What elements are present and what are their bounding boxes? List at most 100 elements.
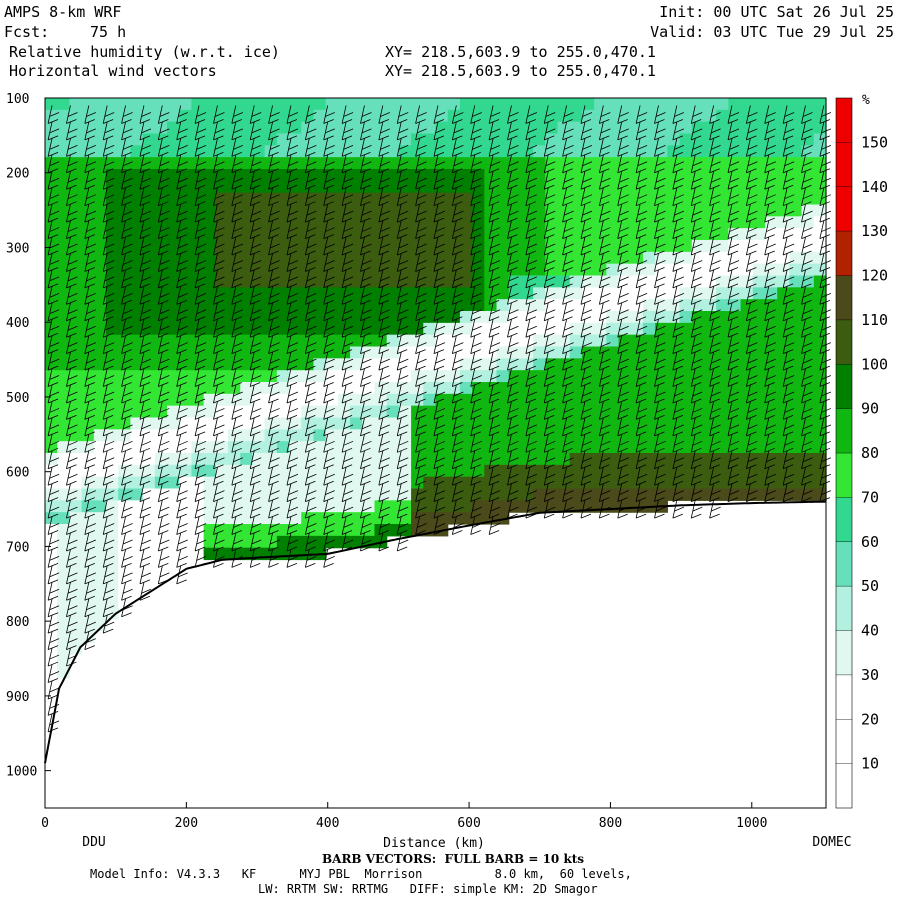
rh-cell — [191, 429, 205, 442]
rh-cell — [533, 405, 546, 419]
rh-cell — [716, 228, 729, 241]
rh-cell — [142, 417, 156, 430]
rh-cell — [167, 192, 180, 206]
rh-cell — [789, 287, 803, 300]
rh-cell — [496, 488, 510, 501]
rh-cell — [337, 393, 351, 407]
rh-cell — [447, 311, 461, 324]
rh-cell — [606, 287, 620, 300]
rh-cell — [386, 370, 400, 383]
xy-range-1: XY= 218.5,603.9 to 255.0,470.1 — [385, 43, 656, 61]
rh-cell — [569, 417, 583, 430]
rh-cell — [203, 464, 217, 478]
rh-cell — [130, 228, 144, 241]
rh-cell — [191, 145, 205, 158]
rh-cell — [447, 358, 461, 371]
rh-cell — [118, 441, 132, 454]
rh-cell — [423, 405, 437, 419]
rh-cell — [508, 488, 522, 501]
rh-cell — [386, 157, 400, 170]
rh-cell — [813, 204, 827, 217]
rh-cell — [337, 251, 351, 265]
rh-cell — [386, 169, 400, 182]
x-tick-label: 0 — [41, 816, 49, 831]
colorbar-label: 50 — [861, 577, 879, 595]
rh-cell — [167, 441, 180, 454]
rh-cell — [240, 512, 254, 525]
rh-cell — [93, 251, 107, 265]
rh-cell — [813, 370, 827, 383]
rh-cell — [679, 346, 693, 359]
rh-cell — [435, 287, 449, 300]
rh-cell — [289, 169, 302, 182]
rh-cell — [374, 334, 388, 348]
rh-cell — [57, 642, 71, 655]
rh-cell — [679, 417, 693, 430]
rh-cell — [606, 109, 620, 123]
rh-cell — [703, 287, 717, 300]
rh-cell — [252, 334, 266, 348]
rh-cell — [118, 571, 132, 584]
rh-cell — [362, 98, 376, 111]
rh-cell — [325, 228, 339, 241]
rh-cell — [606, 228, 620, 241]
rh-cell — [533, 180, 546, 194]
rh-cell — [423, 441, 437, 454]
rh-cell — [423, 216, 437, 229]
rh-cell — [45, 204, 58, 217]
rh-cell — [81, 204, 95, 217]
rh-cell — [716, 98, 729, 111]
rh-cell — [350, 393, 363, 407]
rh-cell — [752, 228, 766, 241]
rh-cell — [276, 121, 290, 135]
rh-cell — [533, 251, 546, 265]
rh-cell — [264, 180, 278, 194]
rh-cell — [362, 109, 376, 123]
model-info: Model Info: V4.3.3 KF MYJ PBL Morrison 8… — [90, 867, 632, 881]
rh-cell — [350, 275, 363, 288]
rh-cell — [215, 441, 229, 454]
x-tick-label: 1000 — [736, 816, 767, 831]
rh-cell — [57, 109, 71, 123]
rh-cell — [179, 192, 193, 206]
rh-cell — [679, 476, 693, 490]
rh-cell — [130, 322, 144, 336]
rh-cell — [69, 169, 83, 182]
rh-cell — [350, 334, 363, 348]
rh-cell — [69, 287, 83, 300]
rh-cell — [106, 500, 119, 513]
rh-cell — [45, 98, 58, 111]
rh-cell — [264, 322, 278, 336]
rh-cell — [167, 464, 180, 478]
rh-cell — [276, 216, 290, 229]
colorbar-swatch — [836, 142, 852, 188]
rh-cell — [325, 334, 339, 348]
rh-cell — [57, 240, 71, 253]
rh-cell — [69, 334, 83, 348]
rh-cell — [93, 133, 107, 146]
rh-cell — [752, 216, 766, 229]
rh-cell — [581, 275, 595, 288]
rh-cell — [362, 429, 376, 442]
rh-cell — [777, 216, 790, 229]
rh-cell — [191, 393, 205, 407]
rh-cell — [423, 204, 437, 217]
rh-cell — [496, 464, 510, 478]
rh-cell — [69, 405, 83, 419]
rh-cell — [691, 98, 705, 111]
rh-cell — [606, 441, 620, 454]
rh-cell — [93, 405, 107, 419]
rh-cell — [93, 571, 107, 584]
rh-cell — [106, 571, 119, 584]
rh-cell — [789, 476, 803, 490]
rh-cell — [276, 251, 290, 265]
rh-cell — [496, 263, 510, 277]
rh-cell — [252, 240, 266, 253]
colorbar-swatch — [836, 364, 852, 409]
rh-cell — [191, 228, 205, 241]
rh-cell — [81, 275, 95, 288]
rh-cell — [57, 464, 71, 478]
rh-cell — [215, 192, 229, 206]
rh-cell — [374, 524, 388, 537]
rh-cell — [179, 334, 193, 348]
